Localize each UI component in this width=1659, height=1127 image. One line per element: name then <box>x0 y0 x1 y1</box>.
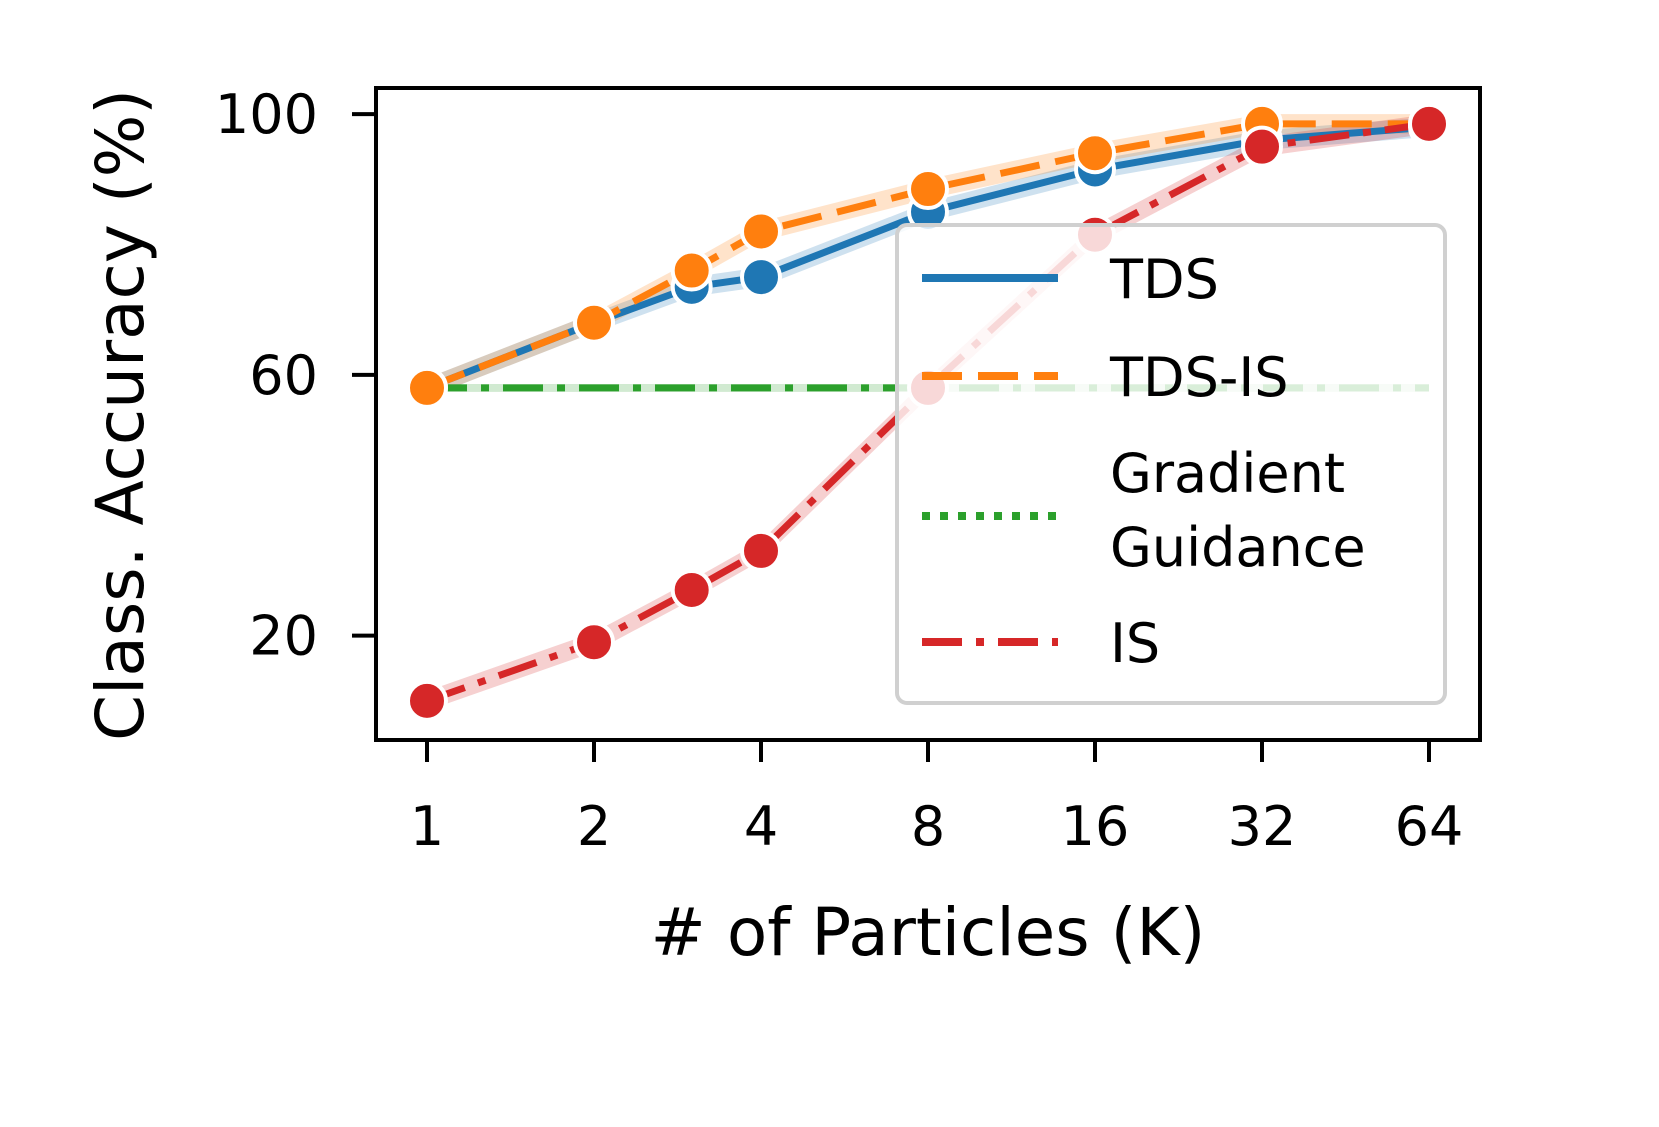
y-tick-label-100: 100 <box>215 83 318 146</box>
legend-label-gradient-guidance-1: Gradient <box>1110 442 1345 505</box>
x-axis-label: # of Particles (K) <box>651 894 1206 971</box>
series-markers <box>406 102 1450 722</box>
point-tds-is-2 <box>573 301 615 344</box>
x-tick-label-64: 64 <box>1395 795 1464 858</box>
legend-label-gradient-guidance-2: Guidance <box>1110 516 1366 579</box>
legend: TDS TDS-IS Gradient Guidance IS <box>895 223 1447 705</box>
point-is-4 <box>740 529 782 572</box>
point-tds-is-1 <box>406 366 448 409</box>
y-tick-label-20: 20 <box>249 605 318 668</box>
point-tds-4 <box>740 256 782 299</box>
line-is <box>425 120 1430 705</box>
point-tds-is-8 <box>907 168 949 211</box>
point-tds-is-16 <box>1074 132 1116 175</box>
point-is-1 <box>406 679 448 722</box>
x-tick-label-8: 8 <box>911 795 945 858</box>
point-is-64 <box>1408 102 1450 145</box>
x-tick-label-1: 1 <box>410 795 444 858</box>
point-tds-is-3 <box>670 249 713 292</box>
x-tick-label-16: 16 <box>1061 795 1130 858</box>
point-is-2 <box>573 621 615 664</box>
legend-label-tds-is: TDS-IS <box>1109 346 1289 409</box>
x-tick-label-2: 2 <box>577 795 611 858</box>
legend-label-is: IS <box>1110 612 1160 675</box>
x-axis-ticks: 1 2 4 8 16 32 64 <box>410 740 1464 858</box>
legend-box <box>895 223 1447 705</box>
point-tds-is-4 <box>740 210 782 253</box>
y-axis-ticks: 20 60 100 <box>215 83 376 668</box>
legend-label-tds: TDS <box>1109 248 1219 311</box>
x-tick-label-32: 32 <box>1228 795 1297 858</box>
point-is-32 <box>1241 125 1283 168</box>
point-is-3 <box>670 569 713 612</box>
y-tick-label-60: 60 <box>249 344 318 407</box>
x-tick-label-4: 4 <box>744 795 778 858</box>
y-axis-label: Class. Accuracy (%) <box>82 89 159 741</box>
